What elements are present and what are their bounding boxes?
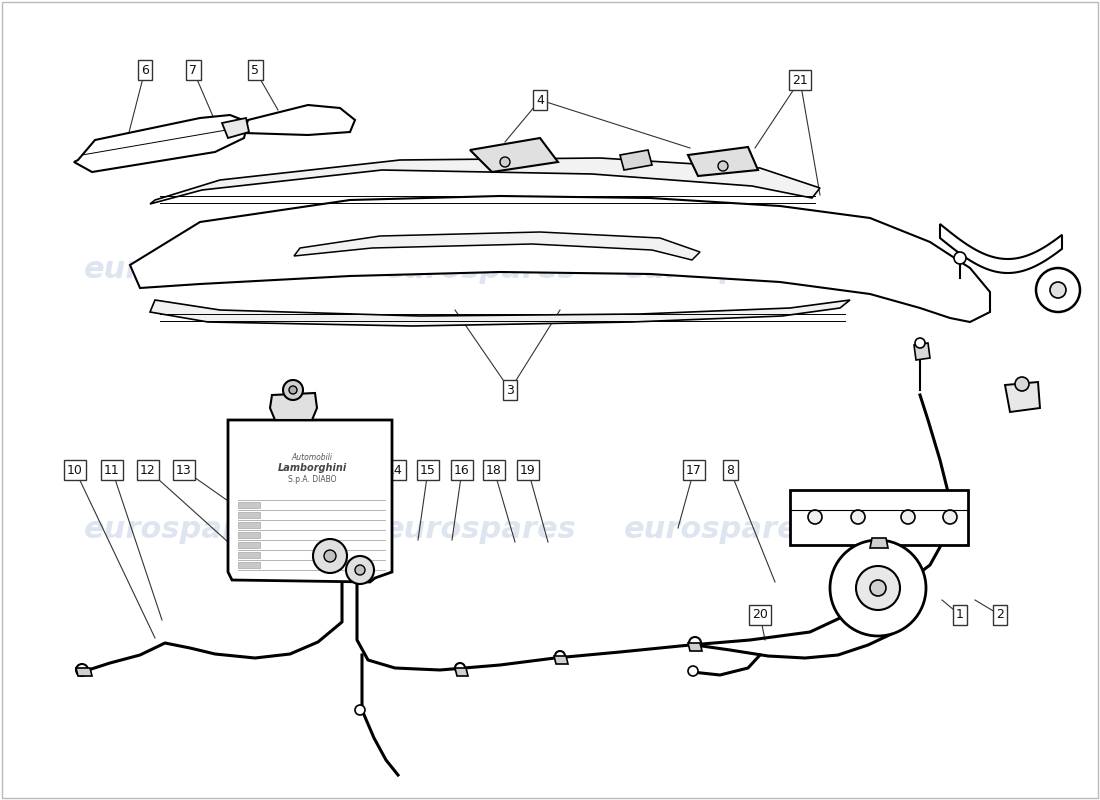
Polygon shape (270, 393, 317, 420)
Polygon shape (294, 232, 700, 260)
Circle shape (76, 664, 88, 676)
Circle shape (314, 539, 346, 573)
Text: eurospares: eurospares (84, 255, 276, 285)
Text: eurospares: eurospares (384, 515, 576, 545)
Text: 11: 11 (104, 463, 120, 477)
Text: 7: 7 (189, 63, 197, 77)
Text: 4: 4 (536, 94, 543, 106)
Circle shape (808, 510, 822, 524)
Polygon shape (470, 138, 558, 172)
Text: 13: 13 (176, 463, 191, 477)
Polygon shape (238, 562, 260, 568)
Text: 3: 3 (506, 383, 514, 397)
Polygon shape (790, 490, 968, 545)
Text: eurospares: eurospares (624, 515, 816, 545)
Circle shape (688, 666, 698, 676)
Circle shape (870, 580, 886, 596)
Circle shape (355, 705, 365, 715)
Text: 10: 10 (67, 463, 82, 477)
Circle shape (943, 510, 957, 524)
Circle shape (289, 386, 297, 394)
Circle shape (856, 566, 900, 610)
Circle shape (851, 510, 865, 524)
Polygon shape (228, 420, 392, 582)
Polygon shape (455, 668, 468, 676)
Text: 21: 21 (792, 74, 807, 86)
Text: 19: 19 (520, 463, 536, 477)
Polygon shape (554, 656, 568, 664)
Text: 6: 6 (141, 63, 149, 77)
Circle shape (954, 252, 966, 264)
Circle shape (1015, 377, 1028, 391)
Text: 5: 5 (251, 63, 258, 77)
Circle shape (718, 161, 728, 171)
Polygon shape (238, 532, 260, 538)
Polygon shape (688, 147, 758, 176)
Polygon shape (244, 105, 355, 135)
Text: eurospares: eurospares (84, 515, 276, 545)
Circle shape (1050, 282, 1066, 298)
Text: S.p.A. DIABO: S.p.A. DIABO (288, 474, 337, 483)
Text: eurospares: eurospares (384, 255, 576, 285)
Polygon shape (74, 115, 248, 172)
Polygon shape (940, 224, 1062, 273)
Circle shape (283, 380, 302, 400)
Polygon shape (870, 538, 888, 548)
Circle shape (500, 157, 510, 167)
Circle shape (455, 663, 465, 673)
Circle shape (324, 550, 336, 562)
Text: 20: 20 (752, 609, 768, 622)
Polygon shape (130, 196, 990, 322)
Text: Lamborghini: Lamborghini (277, 463, 346, 473)
Text: 2: 2 (997, 609, 1004, 622)
Polygon shape (238, 552, 260, 558)
Polygon shape (1005, 382, 1040, 412)
Circle shape (830, 540, 926, 636)
Text: 14: 14 (387, 463, 403, 477)
Polygon shape (688, 643, 702, 651)
Text: 15: 15 (420, 463, 436, 477)
Text: 8: 8 (726, 463, 734, 477)
Text: eurospares: eurospares (624, 255, 816, 285)
Polygon shape (222, 118, 249, 138)
Text: 16: 16 (454, 463, 470, 477)
Polygon shape (150, 300, 850, 326)
Polygon shape (238, 522, 260, 528)
Text: 17: 17 (686, 463, 702, 477)
Text: 9: 9 (292, 463, 299, 477)
Text: 1: 1 (956, 609, 964, 622)
Text: 18: 18 (486, 463, 502, 477)
Polygon shape (150, 158, 820, 204)
Polygon shape (76, 668, 92, 676)
Polygon shape (238, 512, 260, 518)
Circle shape (689, 637, 701, 649)
Text: 12: 12 (140, 463, 156, 477)
Polygon shape (238, 502, 260, 508)
Circle shape (901, 510, 915, 524)
Polygon shape (238, 542, 260, 548)
Text: Automobili: Automobili (292, 454, 332, 462)
Polygon shape (620, 150, 652, 170)
Circle shape (346, 556, 374, 584)
Circle shape (1036, 268, 1080, 312)
Circle shape (556, 651, 565, 661)
Circle shape (355, 565, 365, 575)
Polygon shape (914, 343, 929, 360)
Circle shape (915, 338, 925, 348)
